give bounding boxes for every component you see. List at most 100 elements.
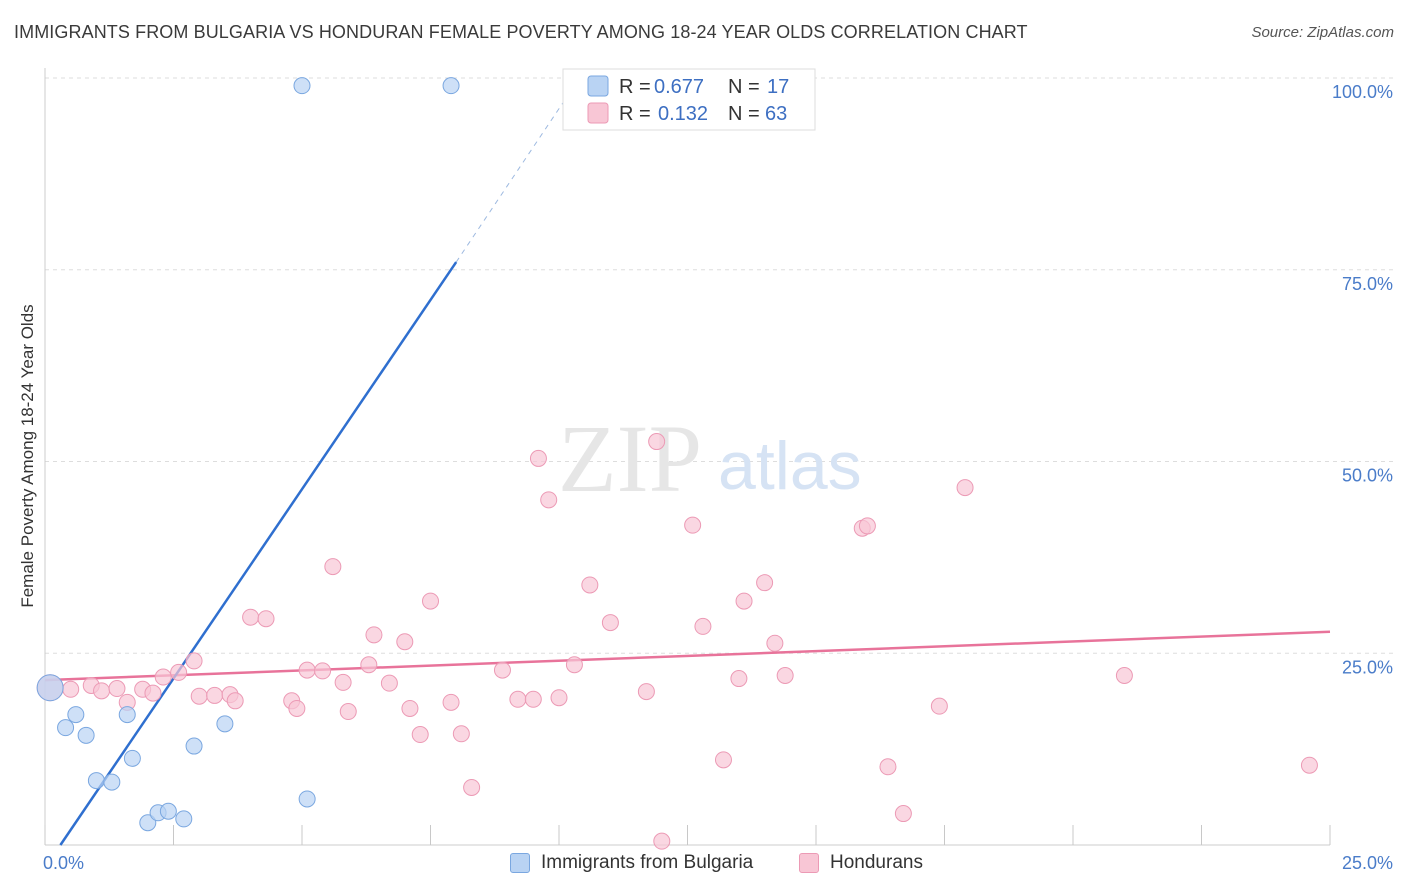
point-hondurans	[493, 661, 511, 679]
watermark-zip: ZIP	[558, 405, 702, 512]
legend-r-label-pink: R =	[619, 103, 651, 125]
point-bulgaria	[67, 706, 85, 724]
point-hondurans	[637, 683, 655, 701]
chart-title: IMMIGRANTS FROM BULGARIA VS HONDURAN FEM…	[14, 22, 1028, 42]
point-bulgaria	[36, 674, 64, 702]
y-tick-label: 100.0%	[1332, 82, 1393, 102]
point-hondurans	[380, 674, 398, 692]
point-hondurans	[452, 725, 470, 743]
legend-n-label-blue: N =	[728, 76, 760, 98]
legend-r-label-blue: R =	[619, 76, 651, 98]
point-hondurans	[463, 778, 481, 796]
x-tick-label: 0.0%	[43, 853, 84, 873]
legend-swatch-blue	[587, 75, 609, 97]
point-hondurans	[930, 697, 948, 715]
legend-item-hondurans: Hondurans	[799, 852, 923, 874]
trendline-hondurans	[44, 630, 1331, 682]
point-hondurans	[339, 703, 357, 721]
point-hondurans	[601, 614, 619, 632]
chart-source: Source: ZipAtlas.com	[1251, 24, 1394, 41]
point-hondurans	[529, 449, 547, 467]
point-hondurans	[509, 690, 527, 708]
point-hondurans	[735, 592, 753, 610]
point-bulgaria	[175, 810, 193, 828]
legend-swatch-pink	[587, 102, 609, 124]
point-bulgaria	[87, 772, 105, 790]
point-hondurans	[62, 680, 80, 698]
legend-n-value-pink: 63	[765, 103, 787, 125]
correlation-legend: R = 0.677 N = 17 R = 0.132 N = 63	[562, 68, 816, 131]
point-hondurans	[766, 634, 784, 652]
point-bulgaria	[185, 737, 203, 755]
point-hondurans	[154, 668, 172, 686]
point-hondurans	[298, 661, 316, 679]
y-tick-label: 50.0%	[1342, 466, 1393, 486]
point-bulgaria	[139, 814, 157, 832]
point-hondurans	[550, 689, 568, 707]
point-bulgaria	[216, 715, 234, 733]
point-hondurans	[1300, 756, 1318, 774]
point-bulgaria	[57, 719, 75, 737]
point-hondurans	[334, 673, 352, 691]
point-hondurans	[314, 662, 332, 680]
point-hondurans	[360, 656, 378, 674]
legend-r-value-blue: 0.677	[654, 76, 704, 98]
legend-swatch-bulgaria	[510, 853, 530, 873]
x-tick-label: 25.0%	[1342, 853, 1393, 873]
point-hondurans	[257, 610, 275, 628]
legend-label-bulgaria: Immigrants from Bulgaria	[541, 852, 754, 873]
point-bulgaria	[293, 77, 311, 95]
point-hondurans	[190, 687, 208, 705]
point-hondurans	[365, 626, 383, 644]
points-layer	[36, 77, 1318, 850]
point-hondurans	[565, 656, 583, 674]
point-bulgaria	[159, 802, 177, 820]
point-hondurans	[540, 491, 558, 509]
point-hondurans	[894, 805, 912, 823]
point-hondurans	[396, 633, 414, 651]
point-hondurans	[170, 663, 188, 681]
legend-n-value-blue: 17	[767, 76, 789, 98]
trendline-bulgaria-extension	[455, 93, 570, 263]
trend-layer	[44, 93, 1331, 846]
point-hondurans	[206, 686, 224, 704]
point-hondurans	[879, 758, 897, 776]
legend-item-bulgaria: Immigrants from Bulgaria	[510, 852, 753, 874]
point-hondurans	[226, 692, 244, 710]
point-hondurans	[1115, 666, 1133, 684]
point-hondurans	[401, 699, 419, 717]
point-hondurans	[524, 690, 542, 708]
legend-swatch-hondurans	[799, 853, 819, 873]
point-hondurans	[411, 726, 429, 744]
point-hondurans	[684, 516, 702, 534]
point-hondurans	[756, 574, 774, 592]
point-hondurans	[648, 433, 666, 451]
y-tick-label: 25.0%	[1342, 657, 1393, 677]
watermark: ZIP atlas	[558, 405, 862, 512]
trendline-bulgaria	[59, 261, 458, 846]
point-hondurans	[144, 684, 162, 702]
y-tick-label: 75.0%	[1342, 274, 1393, 294]
point-hondurans	[93, 682, 111, 700]
point-hondurans	[714, 751, 732, 769]
point-bulgaria	[118, 706, 136, 724]
point-hondurans	[581, 576, 599, 594]
point-hondurans	[730, 670, 748, 688]
point-hondurans	[108, 680, 126, 698]
point-hondurans	[422, 592, 439, 610]
point-bulgaria	[442, 77, 460, 95]
point-bulgaria	[77, 726, 95, 744]
point-hondurans	[776, 666, 794, 684]
legend-label-hondurans: Hondurans	[830, 852, 923, 873]
legend-n-label-pink: N =	[728, 103, 760, 125]
point-hondurans	[694, 617, 712, 635]
point-hondurans	[858, 517, 876, 535]
point-hondurans	[185, 652, 203, 670]
point-hondurans	[242, 608, 260, 626]
point-bulgaria	[103, 773, 121, 791]
watermark-atlas: atlas	[718, 428, 862, 504]
point-hondurans	[653, 832, 671, 850]
point-hondurans	[324, 558, 342, 576]
legend-r-value-pink: 0.132	[658, 103, 708, 125]
